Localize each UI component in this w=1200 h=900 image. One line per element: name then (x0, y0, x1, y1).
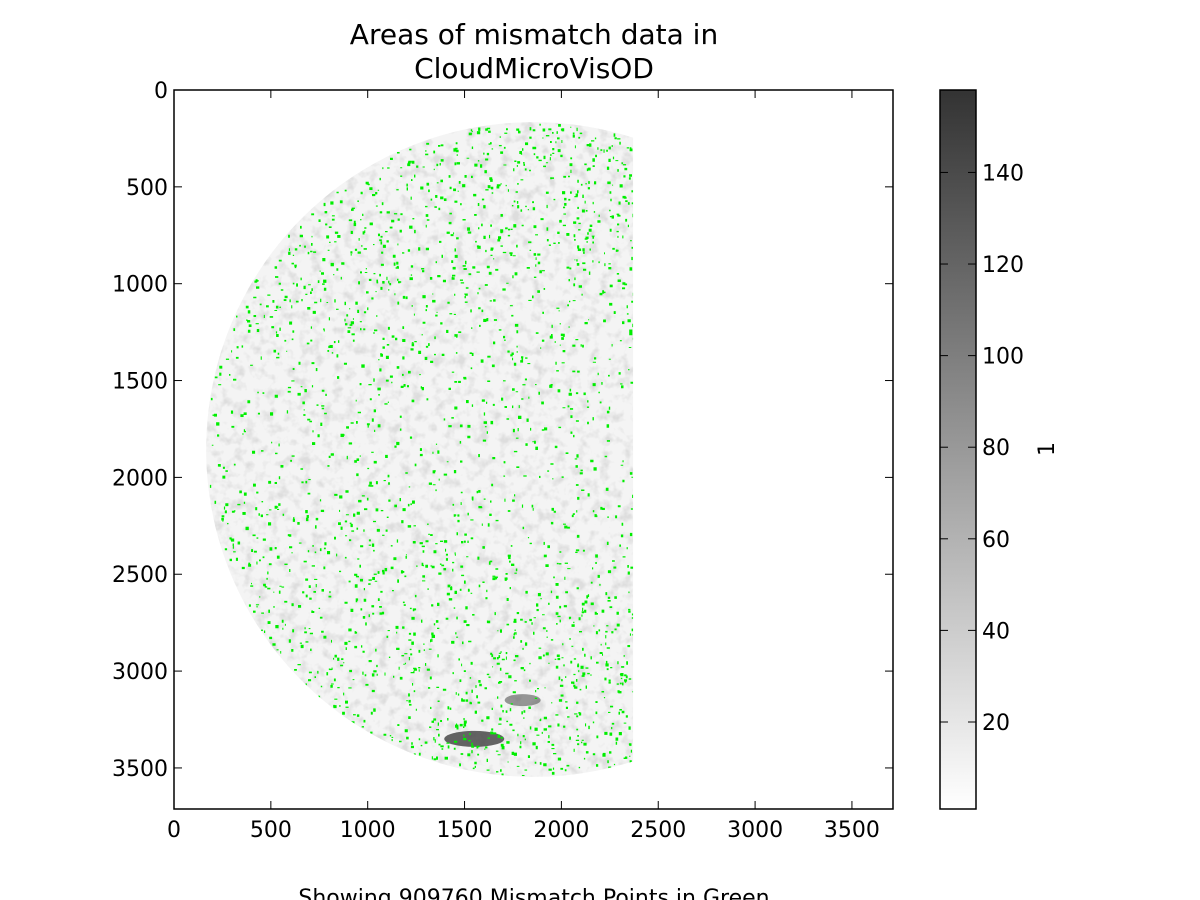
x-tick-label: 3500 (824, 818, 880, 843)
y-tick-label: 0 (154, 79, 168, 104)
colorbar-tick-label: 80 (982, 436, 1010, 461)
plot-frame (173, 89, 894, 810)
x-tick-label: 1000 (340, 818, 396, 843)
chart-title-line-1: Areas of mismatch data in (350, 18, 718, 51)
colorbar-tick-label: 140 (982, 161, 1024, 186)
dark-patch (444, 730, 505, 747)
colorbar-label: 1 (1035, 442, 1060, 456)
heatmap-plot-area (174, 90, 893, 809)
chart-title-line-2: CloudMicroVisOD (414, 52, 654, 85)
x-tick-label: 1500 (437, 818, 493, 843)
colorbar-tick-label: 60 (982, 528, 1010, 553)
x-tick-label: 2000 (533, 818, 589, 843)
dark-patch (504, 694, 541, 707)
y-axis: 0 500 1000 1500 2000 2500 3000 3500 (112, 79, 893, 782)
y-tick-label: 2500 (112, 563, 168, 588)
colorbar-tick-label: 100 (982, 345, 1024, 370)
x-tick-label: 3000 (727, 818, 783, 843)
x-axis: 0 500 1000 1500 2000 2500 3000 3500 (167, 90, 880, 843)
colorbar-ticks: 20 40 60 80 100 120 140 (940, 161, 1024, 736)
y-tick-label: 3000 (112, 660, 168, 685)
colorbar-tick-label: 40 (982, 619, 1010, 644)
x-tick-label: 500 (250, 818, 292, 843)
x-axis-label: Showing 909760 Mismatch Points in Green (298, 886, 769, 900)
colorbar-tick-label: 120 (982, 253, 1024, 278)
colorbar (939, 89, 977, 810)
y-tick-label: 500 (126, 176, 168, 201)
y-tick-label: 1500 (112, 370, 168, 395)
x-tick-label: 0 (167, 818, 181, 843)
y-tick-label: 2000 (112, 466, 168, 491)
y-tick-label: 3500 (112, 757, 168, 782)
x-tick-label: 2500 (630, 818, 686, 843)
y-tick-label: 1000 (112, 273, 168, 298)
colorbar-tick-label: 20 (982, 711, 1010, 736)
